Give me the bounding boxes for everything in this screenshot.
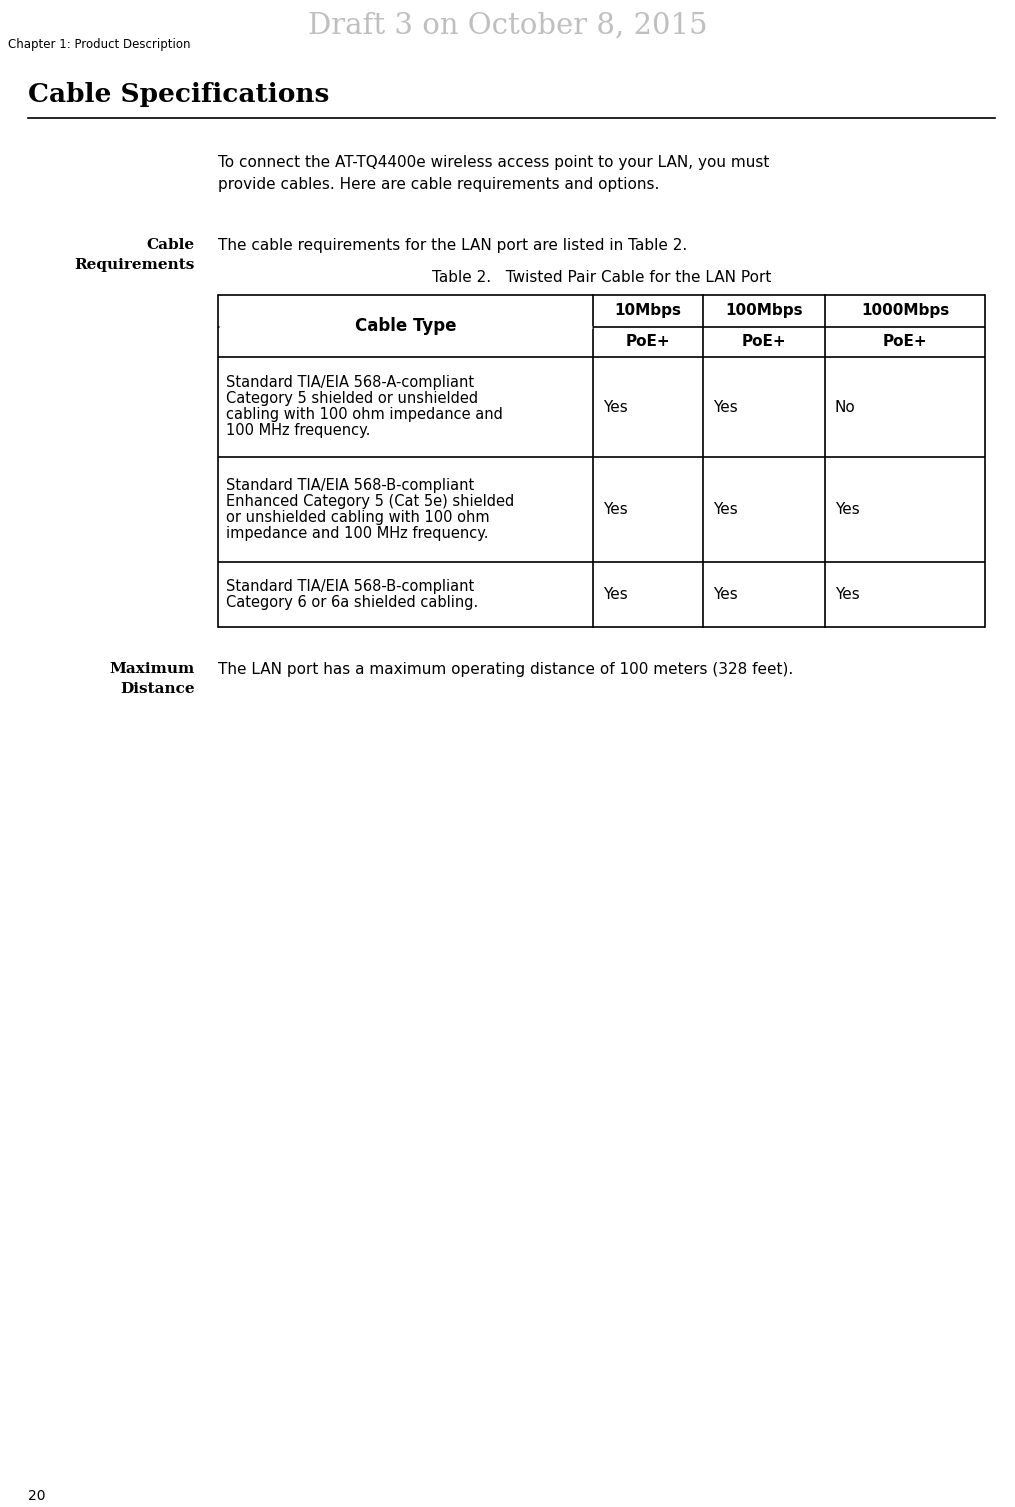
Text: Yes: Yes xyxy=(713,588,738,601)
Text: 100Mbps: 100Mbps xyxy=(725,303,803,318)
Text: Yes: Yes xyxy=(835,588,860,601)
Text: No: No xyxy=(835,399,856,414)
Text: 1000Mbps: 1000Mbps xyxy=(861,303,949,318)
Text: Category 5 shielded or unshielded: Category 5 shielded or unshielded xyxy=(226,392,478,407)
Text: Yes: Yes xyxy=(713,502,738,517)
Text: 20: 20 xyxy=(28,1489,46,1502)
Text: cabling with 100 ohm impedance and: cabling with 100 ohm impedance and xyxy=(226,407,502,422)
Text: impedance and 100 MHz frequency.: impedance and 100 MHz frequency. xyxy=(226,526,488,541)
Text: Distance: Distance xyxy=(121,683,195,696)
Text: Standard TIA/EIA 568-A-compliant: Standard TIA/EIA 568-A-compliant xyxy=(226,375,474,390)
Text: Yes: Yes xyxy=(603,502,627,517)
Text: Maximum: Maximum xyxy=(110,662,195,677)
Text: 10Mbps: 10Mbps xyxy=(614,303,681,318)
Text: Yes: Yes xyxy=(603,399,627,414)
Text: 100 MHz frequency.: 100 MHz frequency. xyxy=(226,423,370,439)
Text: provide cables. Here are cable requirements and options.: provide cables. Here are cable requireme… xyxy=(218,176,660,191)
Text: PoE+: PoE+ xyxy=(625,335,670,350)
Text: The cable requirements for the LAN port are listed in Table 2.: The cable requirements for the LAN port … xyxy=(218,238,687,253)
Text: Cable Specifications: Cable Specifications xyxy=(28,81,330,107)
Text: PoE+: PoE+ xyxy=(883,335,928,350)
Text: PoE+: PoE+ xyxy=(742,335,787,350)
Text: Yes: Yes xyxy=(835,502,860,517)
Text: The LAN port has a maximum operating distance of 100 meters (328 feet).: The LAN port has a maximum operating dis… xyxy=(218,662,794,677)
Text: Yes: Yes xyxy=(713,399,738,414)
Text: or unshielded cabling with 100 ohm: or unshielded cabling with 100 ohm xyxy=(226,509,489,524)
Text: Table 2.   Twisted Pair Cable for the LAN Port: Table 2. Twisted Pair Cable for the LAN … xyxy=(431,270,771,285)
Text: To connect the AT-TQ4400e wireless access point to your LAN, you must: To connect the AT-TQ4400e wireless acces… xyxy=(218,155,769,170)
Text: Standard TIA/EIA 568-B-compliant: Standard TIA/EIA 568-B-compliant xyxy=(226,478,474,493)
Text: Yes: Yes xyxy=(603,588,627,601)
Text: Cable: Cable xyxy=(147,238,195,252)
Text: Enhanced Category 5 (Cat 5e) shielded: Enhanced Category 5 (Cat 5e) shielded xyxy=(226,494,515,509)
Text: Category 6 or 6a shielded cabling.: Category 6 or 6a shielded cabling. xyxy=(226,595,478,610)
Text: Standard TIA/EIA 568-B-compliant: Standard TIA/EIA 568-B-compliant xyxy=(226,579,474,594)
Text: Draft 3 on October 8, 2015: Draft 3 on October 8, 2015 xyxy=(308,12,707,41)
Text: Requirements: Requirements xyxy=(75,258,195,271)
Text: Cable Type: Cable Type xyxy=(355,316,457,335)
Text: Chapter 1: Product Description: Chapter 1: Product Description xyxy=(8,38,191,51)
